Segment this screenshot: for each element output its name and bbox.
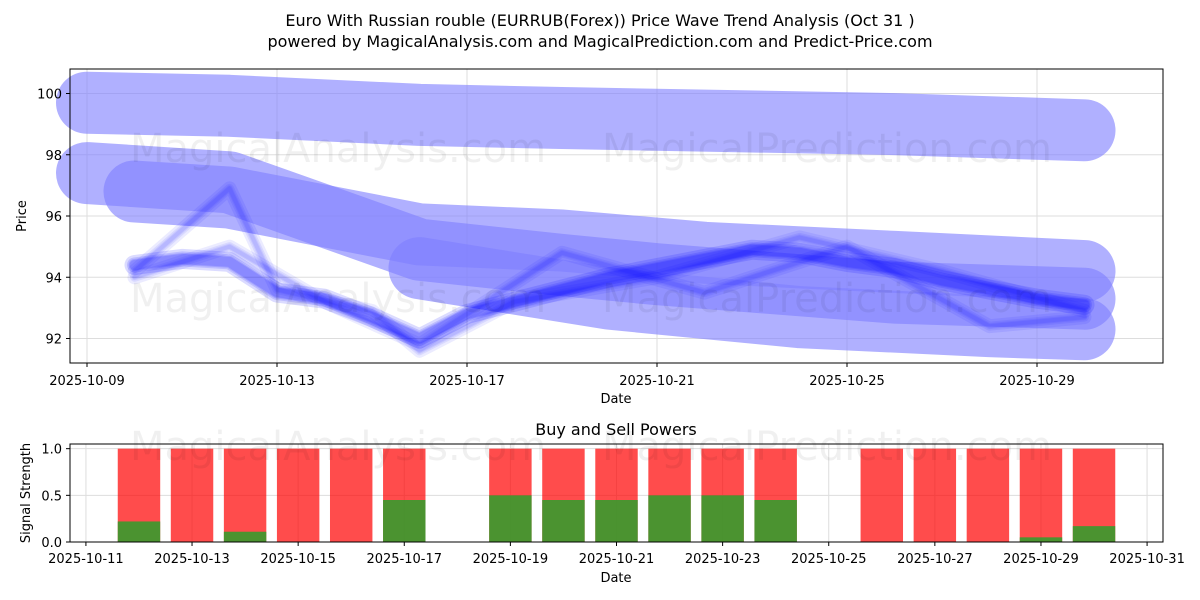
price-x-tick-label: 2025-10-21 bbox=[619, 374, 695, 389]
signal-x-ticks: 2025-10-11 2025-10-13 2025-10-15 2025-10-17… bbox=[48, 542, 1185, 567]
signal-x-tick-label: 2025-10-31 bbox=[1109, 552, 1185, 567]
signal-x-tick-label: 2025-10-11 bbox=[48, 552, 124, 567]
signal-x-label: Date bbox=[600, 571, 631, 586]
price-wave-wave-alt bbox=[131, 185, 1088, 354]
price-y-tick-label: 94 bbox=[45, 271, 62, 286]
chart-title: Euro With Russian rouble (EURRUB(Forex))… bbox=[285, 11, 914, 30]
watermark-analysis-top: MagicalAnalysis.com bbox=[130, 126, 546, 172]
sell-bar bbox=[223, 448, 267, 542]
price-x-tick-label: 2025-10-13 bbox=[239, 374, 315, 389]
watermark-prediction-top: MagicalPrediction.com bbox=[602, 126, 1052, 172]
price-wave-wave-alt-2 bbox=[132, 244, 1087, 347]
price-x-tick-label: 2025-10-17 bbox=[429, 374, 505, 389]
buy-bar bbox=[1072, 526, 1116, 542]
sell-bar bbox=[276, 448, 320, 542]
watermark-prediction-bottom: MagicalPrediction.com bbox=[602, 424, 1052, 470]
signal-title: Buy and Sell Powers bbox=[535, 420, 697, 439]
price-wave-wave-alt-2 bbox=[131, 243, 1088, 348]
signal-x-tick-label: 2025-10-21 bbox=[579, 552, 655, 567]
price-y-ticks: 92 94 96 98 100 bbox=[37, 88, 70, 348]
buy-bar bbox=[1019, 537, 1063, 542]
signal-y-ticks: 0.0 0.5 1.0 bbox=[41, 443, 70, 551]
signal-x-tick-label: 2025-10-23 bbox=[685, 552, 761, 567]
price-bands bbox=[56, 71, 1116, 361]
signal-y-tick-label: 0.0 bbox=[41, 536, 62, 551]
signal-y-tick-label: 0.5 bbox=[41, 489, 62, 504]
price-band-lower bbox=[103, 160, 1116, 303]
sell-bar bbox=[170, 448, 214, 542]
price-y-label: Price bbox=[15, 200, 30, 232]
signal-x-tick-label: 2025-10-13 bbox=[154, 552, 230, 567]
price-x-tick-label: 2025-10-29 bbox=[999, 374, 1075, 389]
price-wave-wave bbox=[124, 239, 1095, 349]
price-band-upper bbox=[56, 71, 1116, 162]
signal-x-tick-label: 2025-10-29 bbox=[1003, 552, 1079, 567]
buy-bar bbox=[754, 500, 797, 542]
price-y-tick-label: 98 bbox=[45, 149, 62, 164]
chart-subtitle: powered by MagicalAnalysis.com and Magic… bbox=[267, 32, 932, 51]
buy-bar bbox=[117, 521, 161, 542]
sell-bar bbox=[913, 448, 957, 542]
buy-bar bbox=[648, 495, 691, 542]
price-wave-wave-alt bbox=[132, 186, 1087, 353]
sell-bar bbox=[1019, 448, 1063, 542]
signal-panel: Buy and Sell Powers MagicalAnalysis.com … bbox=[19, 420, 1185, 586]
price-y-tick-label: 96 bbox=[45, 210, 62, 225]
sell-bar bbox=[860, 448, 904, 542]
price-x-tick-label: 2025-10-09 bbox=[49, 374, 125, 389]
price-panel: MagicalAnalysis.com MagicalPrediction.co… bbox=[15, 68, 1164, 407]
signal-x-tick-label: 2025-10-15 bbox=[260, 552, 336, 567]
signal-y-tick-label: 1.0 bbox=[41, 443, 62, 458]
price-x-ticks: 2025-10-09 2025-10-13 2025-10-17 2025-10-21… bbox=[49, 363, 1075, 389]
price-wave-wave bbox=[129, 244, 1090, 344]
price-band-bottom bbox=[388, 237, 1116, 361]
signal-x-tick-label: 2025-10-25 bbox=[791, 552, 867, 567]
buy-bar bbox=[489, 495, 532, 542]
watermark-analysis-bottom: MagicalAnalysis.com bbox=[130, 424, 546, 470]
price-x-label: Date bbox=[600, 392, 631, 407]
buy-bar bbox=[223, 531, 267, 542]
buy-bar bbox=[383, 500, 426, 542]
watermark-prediction-mid: MagicalPrediction.com bbox=[602, 276, 1052, 322]
buy-bar bbox=[542, 500, 585, 542]
signal-x-tick-label: 2025-10-19 bbox=[473, 552, 549, 567]
watermark-analysis-mid: MagicalAnalysis.com bbox=[130, 276, 546, 322]
signal-x-tick-label: 2025-10-27 bbox=[897, 552, 973, 567]
signal-x-tick-label: 2025-10-17 bbox=[366, 552, 442, 567]
price-wave-wave bbox=[128, 243, 1091, 345]
sell-bar bbox=[329, 448, 373, 542]
price-y-tick-label: 100 bbox=[37, 88, 62, 103]
price-x-tick-label: 2025-10-25 bbox=[809, 374, 885, 389]
price-wave-wave-alt-2 bbox=[127, 239, 1092, 352]
sell-bar bbox=[966, 448, 1010, 542]
price-wave-wave bbox=[127, 242, 1092, 346]
signal-y-label: Signal Strength bbox=[19, 443, 34, 543]
price-wave-wave-alt-2 bbox=[130, 242, 1089, 350]
signal-bars bbox=[117, 448, 1116, 542]
price-wave-wave-alt bbox=[130, 183, 1089, 356]
buy-bar bbox=[595, 500, 638, 542]
price-wave-wave-alt bbox=[127, 181, 1092, 358]
price-waves bbox=[124, 181, 1095, 358]
buy-bar bbox=[701, 495, 744, 542]
price-y-tick-label: 92 bbox=[45, 333, 62, 348]
